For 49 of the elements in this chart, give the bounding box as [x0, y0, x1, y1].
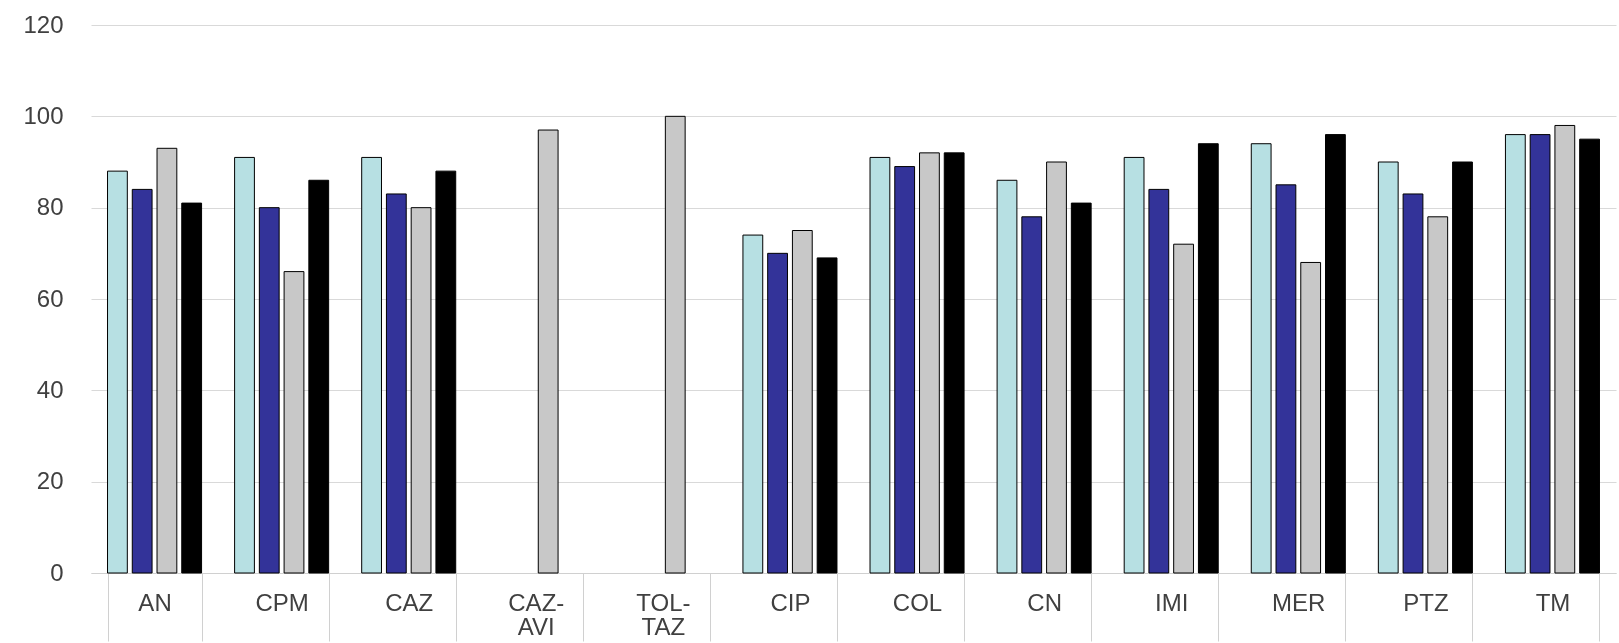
- bar: [1070, 202, 1092, 574]
- x-tick-label: CIP: [770, 588, 811, 616]
- bar: [1402, 193, 1424, 574]
- bar: [1529, 134, 1551, 574]
- x-tick-label: AN: [138, 588, 172, 616]
- y-tick-label: 0: [50, 558, 64, 586]
- bar: [869, 156, 891, 574]
- bar: [1275, 184, 1297, 574]
- bar: [308, 179, 330, 574]
- x-tick-label: CN: [1027, 588, 1062, 616]
- bar: [816, 257, 838, 574]
- y-tick-label: 20: [36, 467, 64, 495]
- bar: [767, 252, 788, 574]
- x-tick-label: CAZ-AVI: [508, 588, 565, 640]
- y-tick-label: 40: [36, 375, 64, 403]
- x-tick-label: MER: [1272, 588, 1326, 616]
- y-tick-label: 60: [36, 284, 64, 312]
- bar: [1250, 143, 1272, 574]
- bar: [1021, 216, 1043, 574]
- y-tick-label: 120: [23, 10, 64, 38]
- x-tick-label: PTZ: [1403, 588, 1449, 616]
- bar: [107, 170, 128, 574]
- y-tick-label: 80: [36, 193, 64, 221]
- x-tick-label: COL: [892, 588, 943, 616]
- x-tick-label: CPM: [255, 588, 309, 616]
- bar: [1325, 134, 1346, 574]
- bar: [1504, 134, 1526, 574]
- bar: [435, 170, 457, 574]
- bar: [385, 193, 407, 574]
- bar: [1197, 143, 1219, 574]
- bar: [996, 179, 1018, 574]
- bar: [234, 156, 255, 574]
- bar: [131, 188, 153, 574]
- bar: [943, 152, 965, 574]
- bar: [258, 207, 280, 574]
- bar: [1123, 156, 1145, 574]
- bar: [361, 156, 382, 574]
- x-tick-label: TM: [1535, 588, 1571, 616]
- bar: [1452, 161, 1473, 574]
- y-tick-label: 100: [23, 101, 64, 129]
- bar: [1579, 138, 1600, 574]
- bar: [894, 166, 916, 574]
- bar: [1148, 188, 1170, 574]
- x-tick-label: CAZ: [385, 588, 434, 616]
- x-tick-label: IMI: [1155, 588, 1189, 616]
- bar: [181, 202, 203, 574]
- x-tick-label: TOL-TAZ: [636, 588, 691, 640]
- bar: [1377, 161, 1399, 574]
- bar: [742, 234, 764, 574]
